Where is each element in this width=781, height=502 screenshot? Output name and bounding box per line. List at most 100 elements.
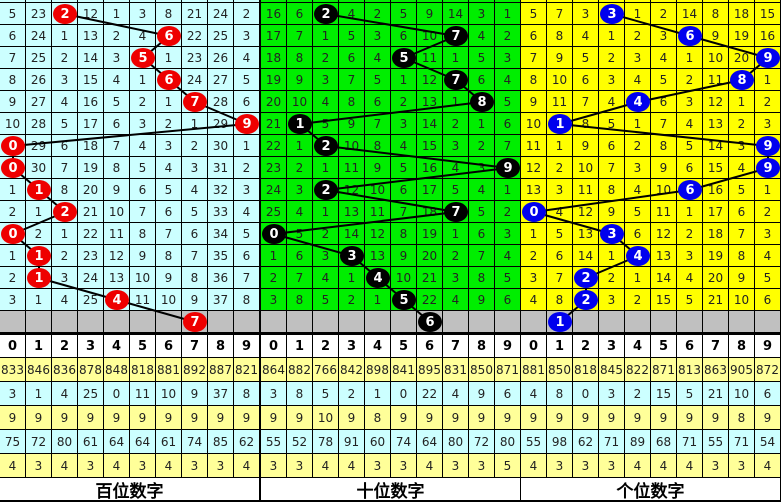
stat-cell: 68 (651, 430, 677, 454)
grid-cell: 9 (156, 267, 182, 289)
grid-cell-partial (703, 0, 729, 3)
stat-cell: 75 (0, 430, 26, 454)
stat-cell: 71 (599, 430, 625, 454)
grid-cell: 33 (208, 201, 234, 223)
digit-header: 6 (156, 335, 182, 358)
digit-header: 4 (104, 335, 130, 358)
grid-cell: 24 (261, 179, 287, 201)
grid-cell: 3 (443, 135, 469, 157)
stat-cell: 61 (156, 430, 182, 454)
grid-cell: 5 (729, 179, 755, 201)
grid-cell: 10 (521, 113, 547, 135)
grid-cell: 7 (287, 25, 313, 47)
stat-cell: 818 (130, 358, 156, 382)
grid-cell: 6 (234, 91, 260, 113)
grid-cell: 14 (573, 245, 599, 267)
grid-cell: 11 (651, 201, 677, 223)
grid-cell: 24 (26, 25, 52, 47)
grid-cell: 7 (287, 267, 313, 289)
grid-cell: 25 (261, 201, 287, 223)
grid-cell: 5 (391, 157, 417, 179)
grid-cell: 1 (313, 201, 339, 223)
stat-cell: 72 (469, 430, 495, 454)
grid-cell: 13 (339, 201, 365, 223)
grid-cell: 6 (0, 25, 26, 47)
stat-cell: 3 (130, 454, 156, 478)
digit-header: 3 (78, 335, 104, 358)
grid-cell: 19 (78, 157, 104, 179)
digit-header: 4 (625, 335, 651, 358)
grid-cell-partial (26, 0, 52, 3)
grid-cell: 4 (469, 179, 495, 201)
grid-cell: 8 (234, 289, 260, 311)
stat-cell: 9 (261, 406, 287, 430)
trend-segment (689, 35, 769, 59)
stat-cell: 9 (755, 406, 781, 430)
stat-cell: 9 (182, 382, 208, 406)
grid-cell-partial (521, 0, 547, 3)
grid-cell: 16 (78, 91, 104, 113)
grid-cell: 31 (208, 157, 234, 179)
grid-cell: 8 (182, 267, 208, 289)
grid-cell: 11 (703, 69, 729, 91)
grid-cell: 4 (469, 25, 495, 47)
grid-cell: 7 (130, 201, 156, 223)
grid-cell: 2 (104, 25, 130, 47)
grid-cell: 3 (313, 69, 339, 91)
stat-cell: 91 (339, 430, 365, 454)
prediction-cell (287, 311, 313, 333)
stat-cell: 55 (521, 430, 547, 454)
grid-cell: 7 (729, 223, 755, 245)
grid-cell: 6 (287, 3, 313, 25)
grid-cell: 3 (182, 157, 208, 179)
stat-cell: 3 (261, 454, 287, 478)
grid-cell: 11 (365, 201, 391, 223)
grid-cell: 12 (78, 3, 104, 25)
grid-cell-partial (391, 0, 417, 3)
grid-cell: 12 (417, 69, 443, 91)
stat-cell: 845 (599, 358, 625, 382)
stat-cell: 3 (0, 382, 26, 406)
grid-cell: 2 (625, 135, 651, 157)
prediction-cell (469, 311, 495, 333)
grid-cell: 3 (234, 179, 260, 201)
grid-cell: 19 (729, 25, 755, 47)
grid-cell: 30 (208, 135, 234, 157)
stat-cell: 3 (261, 382, 287, 406)
stat-cell: 64 (417, 430, 443, 454)
stat-cell: 3 (443, 454, 469, 478)
panel-title: 百位数字 (0, 478, 260, 502)
digit-header: 5 (391, 335, 417, 358)
hit-ball: 0 (1, 224, 25, 244)
grid-cell: 6 (287, 245, 313, 267)
stat-cell: 3 (208, 454, 234, 478)
prediction-cell (521, 311, 547, 333)
hit-ball: 1 (27, 246, 51, 266)
stat-cell: 9 (78, 406, 104, 430)
grid-cell: 4 (495, 245, 521, 267)
grid-cell: 2 (599, 267, 625, 289)
stat-cell: 887 (208, 358, 234, 382)
grid-cell: 7 (547, 267, 573, 289)
hit-ball: 8 (470, 92, 494, 112)
hit-ball: 1 (27, 268, 51, 288)
hit-ball: 5 (392, 48, 416, 68)
stat-cell: 85 (208, 430, 234, 454)
trend-segment (325, 13, 457, 37)
stat-cell: 3 (573, 454, 599, 478)
grid-cell-partial (0, 0, 26, 3)
stat-cell: 8 (365, 406, 391, 430)
stat-cell: 5 (313, 382, 339, 406)
grid-cell: 5 (234, 223, 260, 245)
grid-cell: 2 (182, 135, 208, 157)
hit-ball: 4 (105, 290, 129, 310)
grid-cell: 25 (26, 47, 52, 69)
grid-cell: 3 (573, 3, 599, 25)
grid-cell: 7 (339, 69, 365, 91)
hit-ball: 9 (496, 158, 520, 178)
grid-cell: 7 (156, 223, 182, 245)
hit-ball: 4 (626, 92, 650, 112)
grid-cell: 11 (339, 157, 365, 179)
grid-cell: 3 (625, 47, 651, 69)
stat-cell: 4 (52, 454, 78, 478)
